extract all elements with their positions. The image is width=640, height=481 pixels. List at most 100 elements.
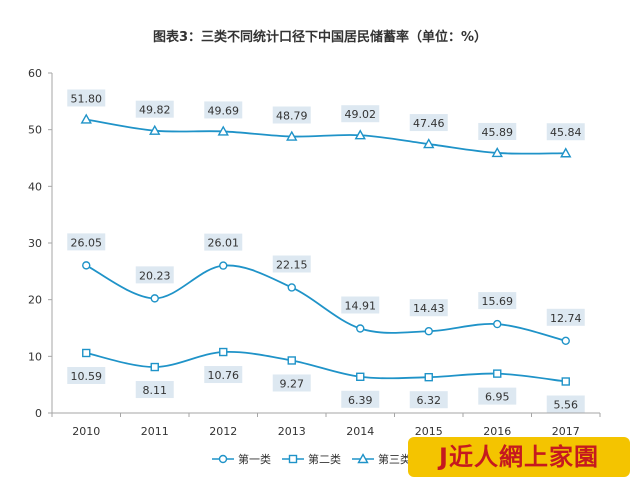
data-label: 45.89	[482, 126, 514, 139]
x-tick-label: 2011	[141, 425, 169, 438]
data-label-bg	[67, 366, 106, 384]
data-label-bg	[409, 299, 448, 317]
x-tick-label: 2017	[552, 425, 580, 438]
data-label: 47.46	[413, 117, 445, 130]
data-label-bg	[546, 395, 585, 413]
data-label: 10.76	[208, 369, 240, 382]
y-tick-label: 50	[28, 124, 42, 137]
y-tick-label: 0	[35, 407, 42, 420]
data-point-triangle	[423, 138, 435, 149]
data-label-bg	[341, 390, 380, 408]
data-label-bg	[272, 255, 311, 273]
data-label-bg	[409, 114, 448, 132]
data-point-triangle	[149, 124, 161, 135]
data-label: 26.01	[208, 237, 240, 250]
data-point-triangle	[491, 147, 503, 158]
x-tick-label: 2010	[72, 425, 100, 438]
data-point-circle	[219, 261, 228, 270]
legend-label: 第一类	[238, 452, 271, 466]
data-label-bg	[204, 101, 243, 119]
data-label-bg	[204, 233, 243, 251]
data-label-bg	[478, 387, 517, 405]
y-tick-label: 30	[28, 237, 42, 250]
legend-marker-triangle	[357, 453, 369, 464]
data-label: 5.56	[554, 398, 579, 411]
data-label-bg	[341, 105, 380, 123]
data-point-square	[82, 348, 91, 358]
data-label: 22.15	[276, 258, 308, 271]
y-tick-label: 20	[28, 294, 42, 307]
data-point-circle	[150, 294, 159, 303]
data-label: 12.74	[550, 312, 582, 325]
data-label: 6.39	[348, 394, 373, 407]
data-point-triangle	[560, 147, 572, 158]
data-label: 49.82	[139, 104, 171, 117]
watermark-logo: J近人網上家園	[408, 437, 630, 477]
data-label: 26.05	[71, 236, 103, 249]
series-line-2	[86, 350, 566, 383]
data-point-triangle	[217, 125, 229, 136]
data-point-circle	[82, 261, 91, 270]
data-label-bg	[409, 391, 448, 409]
data-label: 49.02	[345, 108, 377, 121]
legend-marker-circle	[218, 454, 228, 464]
data-label-bg	[546, 308, 585, 326]
data-label: 48.79	[276, 110, 308, 123]
series-line-1	[85, 264, 566, 342]
data-point-square	[356, 372, 365, 381]
data-label-bg	[135, 100, 174, 118]
x-tick-label: 2013	[278, 425, 306, 438]
data-label: 45.84	[550, 126, 582, 139]
x-tick-label: 2015	[415, 425, 443, 438]
data-point-square	[287, 356, 296, 365]
data-point-triangle	[80, 113, 92, 124]
data-label-bg	[478, 122, 517, 140]
data-label-bg	[272, 374, 311, 392]
data-point-circle	[287, 283, 296, 292]
data-label-bg	[67, 233, 106, 251]
data-point-circle	[493, 319, 502, 329]
legend-label: 第三类	[378, 452, 411, 466]
y-tick-label: 60	[28, 67, 42, 80]
data-label-bg	[546, 123, 585, 141]
data-label-bg	[135, 381, 174, 399]
data-point-circle	[424, 327, 433, 336]
data-point-circle	[561, 336, 570, 346]
data-label: 20.23	[139, 269, 171, 282]
data-label: 6.32	[417, 394, 442, 407]
data-label: 15.69	[482, 295, 514, 308]
data-label: 14.43	[413, 302, 445, 315]
data-label-bg	[341, 296, 380, 314]
data-point-square	[150, 362, 159, 372]
data-label: 14.91	[345, 300, 377, 313]
data-point-circle	[356, 324, 365, 333]
series-line-3	[86, 118, 566, 155]
data-point-square	[493, 369, 502, 378]
data-label-bg	[478, 292, 517, 310]
x-tick-label: 2016	[483, 425, 511, 438]
data-label: 10.59	[71, 370, 103, 383]
data-point-square	[561, 377, 570, 386]
data-label: 6.95	[485, 391, 510, 404]
data-point-square	[219, 347, 228, 357]
x-tick-label: 2014	[346, 425, 374, 438]
data-label-bg	[204, 366, 243, 384]
legend-label: 第二类	[308, 452, 341, 466]
data-label-bg	[135, 266, 174, 284]
x-tick-label: 2012	[209, 425, 237, 438]
y-tick-label: 10	[28, 350, 42, 363]
data-point-triangle	[354, 129, 366, 140]
data-label: 51.80	[71, 92, 103, 105]
data-label-bg	[67, 89, 106, 107]
data-label: 9.27	[280, 377, 305, 390]
data-point-square	[424, 372, 433, 382]
data-label: 8.11	[143, 384, 168, 397]
chart-title: 图表3：三类不同统计口径下中国居民储蓄率（单位：%）	[152, 30, 488, 45]
legend-marker-square	[288, 454, 298, 464]
data-point-triangle	[286, 130, 298, 141]
y-tick-label: 40	[28, 180, 42, 193]
data-label-bg	[272, 106, 311, 124]
data-label: 49.69	[208, 104, 240, 117]
